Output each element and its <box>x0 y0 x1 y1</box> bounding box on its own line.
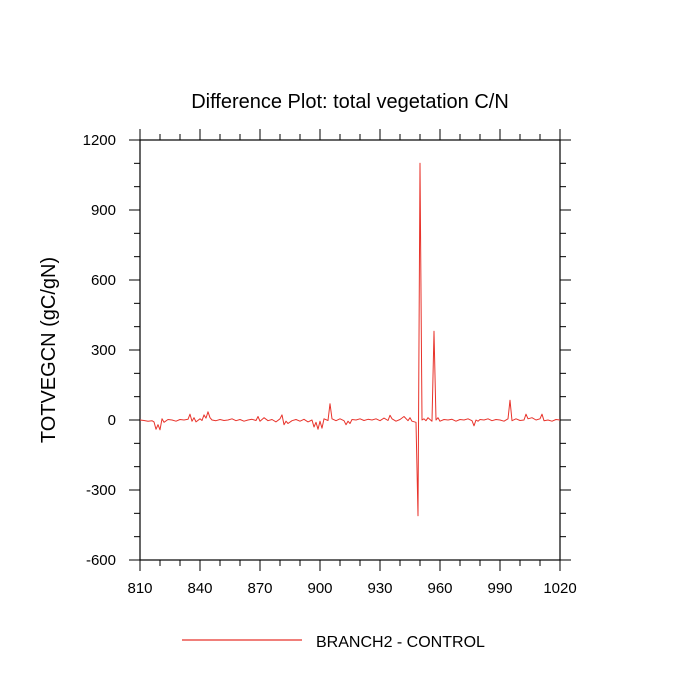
legend-label: BRANCH2 - CONTROL <box>316 634 485 651</box>
y-tick-label: 300 <box>91 342 116 359</box>
y-tick-label: -300 <box>86 482 116 499</box>
plot-frame <box>139 139 561 561</box>
x-tick-label: 870 <box>247 580 272 597</box>
y-tick-label: 600 <box>91 272 116 289</box>
x-tick-label: 810 <box>127 580 152 597</box>
plot-area <box>139 162 561 517</box>
y-tick-label: 900 <box>91 202 116 219</box>
x-tick-label: 990 <box>487 580 512 597</box>
chart-title: Difference Plot: total vegetation C/N <box>191 91 509 113</box>
series-line-0 <box>139 162 561 517</box>
x-tick-label: 960 <box>427 580 452 597</box>
x-tick-label: 1020 <box>543 580 576 597</box>
x-tick-label: 840 <box>187 580 212 597</box>
y-axis-label: TOTVEGCN (gC/gN) <box>38 257 60 443</box>
x-tick-label: 900 <box>307 580 332 597</box>
y-tick-label: -600 <box>86 552 116 569</box>
x-tick-label: 930 <box>367 580 392 597</box>
legend: BRANCH2 - CONTROL <box>182 634 485 651</box>
axes: 810 840 870 900 930 960 990 1020 -600 -300 0 300 600… <box>83 129 577 597</box>
y-tick-label: 0 <box>108 412 116 429</box>
y-tick-label: 1200 <box>83 132 116 149</box>
